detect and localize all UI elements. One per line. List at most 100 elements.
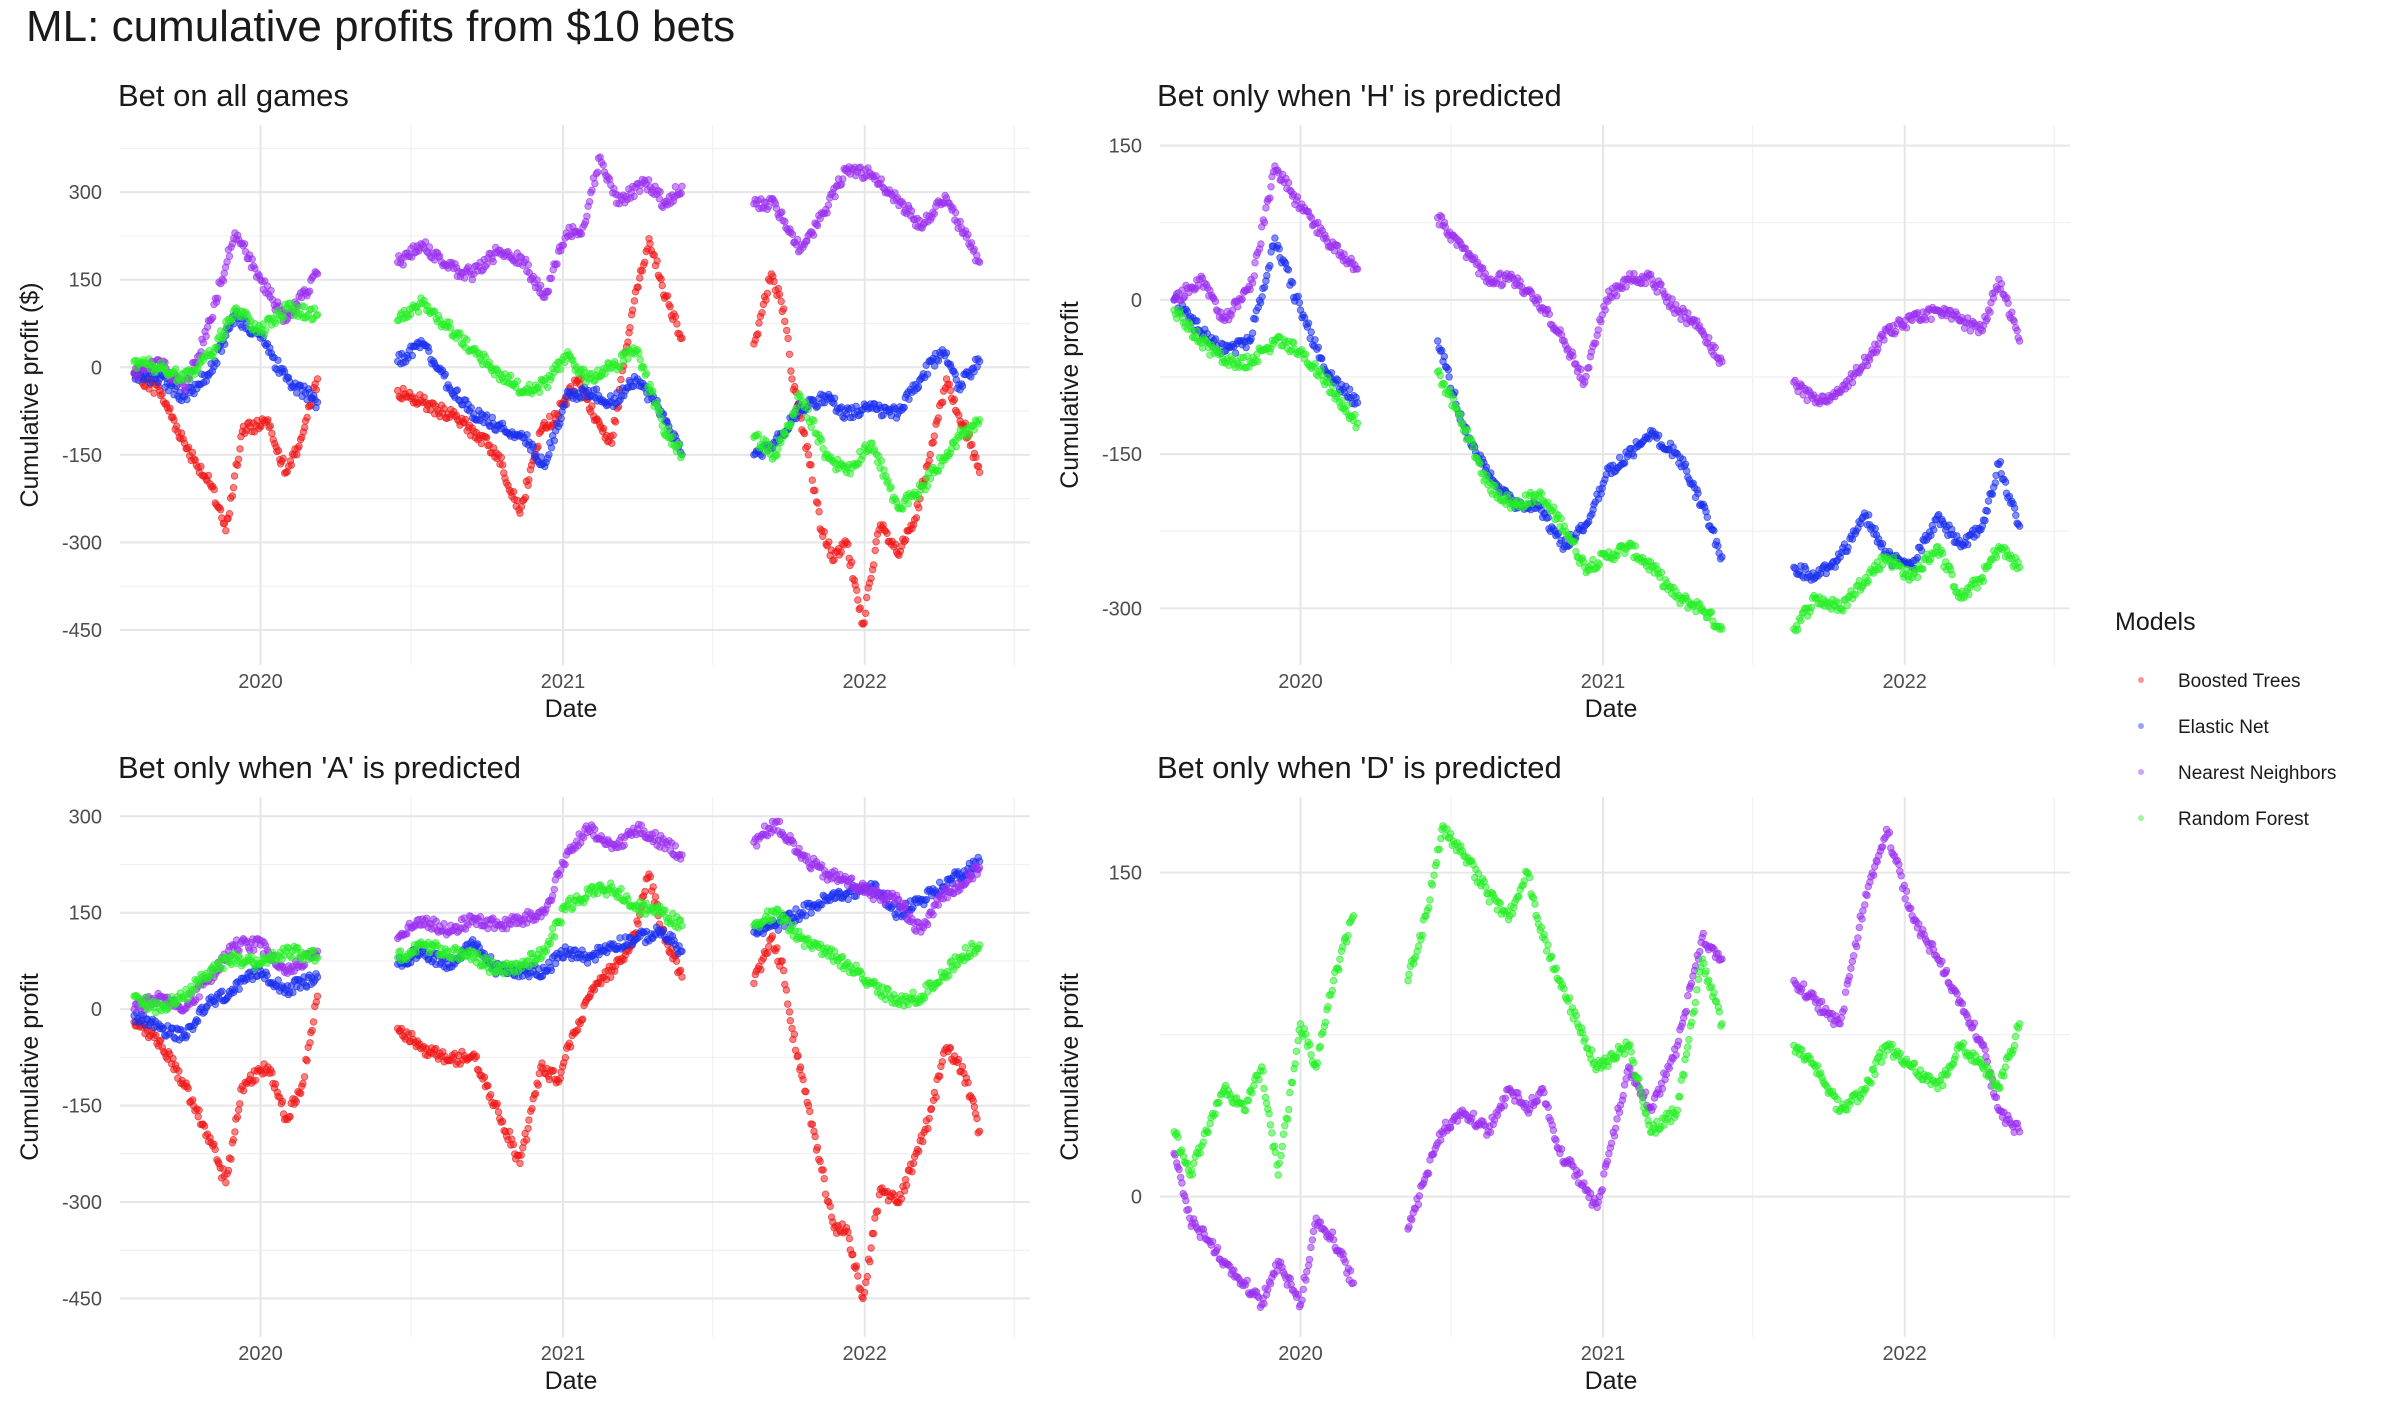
data-point [588, 402, 596, 410]
data-point [1996, 458, 2005, 466]
data-point [1440, 380, 1448, 388]
data-point [1433, 337, 1442, 345]
data-point [880, 466, 888, 474]
data-point [866, 1257, 874, 1266]
data-point [2001, 478, 2010, 486]
data-point [1710, 526, 1718, 535]
y-tick-label: -300 [62, 532, 102, 554]
data-point [498, 1117, 507, 1126]
data-point [607, 973, 615, 981]
data-point [1684, 309, 1692, 317]
data-point [279, 314, 287, 322]
data-point [477, 439, 486, 448]
data-point [787, 420, 795, 428]
data-point [1694, 489, 1702, 497]
data-point [950, 395, 959, 404]
data-point [577, 230, 586, 238]
data-point [946, 1043, 954, 1052]
data-point [1878, 540, 1887, 548]
data-point [408, 1029, 416, 1038]
data-point [1948, 570, 1956, 579]
data-point [638, 267, 646, 275]
data-point [754, 430, 762, 438]
data-point [280, 368, 289, 376]
data-point [930, 432, 938, 440]
data-point [845, 1234, 854, 1243]
data-point [313, 973, 322, 981]
data-point [1545, 310, 1553, 318]
data-point [859, 1294, 867, 1303]
data-point [1601, 306, 1609, 314]
data-point [1622, 283, 1630, 291]
data-point [525, 380, 533, 389]
data-point [1483, 471, 1491, 480]
data-point [1257, 240, 1265, 248]
data-point [1338, 397, 1346, 405]
data-point [299, 1079, 307, 1088]
data-point [848, 558, 856, 566]
data-point [287, 461, 296, 469]
data-point [228, 492, 237, 500]
y-tick-label: 150 [1109, 136, 1142, 158]
data-point [483, 260, 491, 268]
data-point [641, 887, 649, 896]
data-point [671, 313, 680, 321]
data-point [758, 309, 766, 317]
data-point [195, 1106, 203, 1114]
data-point [480, 1073, 489, 1081]
data-point [763, 949, 772, 957]
data-point [293, 451, 301, 459]
data-point [170, 416, 178, 424]
data-point [807, 423, 815, 431]
data-point [1668, 295, 1676, 303]
data-point [1919, 565, 1927, 573]
data-point [813, 221, 822, 230]
data-point [770, 277, 778, 286]
data-point [1594, 326, 1602, 334]
data-point [1317, 365, 1325, 373]
data-point [969, 1097, 977, 1105]
data-point [799, 1075, 807, 1084]
data-point [640, 363, 648, 371]
data-point [1262, 204, 1270, 212]
data-point [624, 338, 632, 346]
data-point [1707, 608, 1716, 616]
data-point [1657, 568, 1666, 577]
data-point [1654, 431, 1663, 439]
data-point [1295, 299, 1304, 307]
y-tick-label: 300 [69, 806, 102, 828]
data-point [908, 1167, 916, 1176]
data-point [1311, 336, 1319, 344]
data-point [267, 286, 275, 295]
data-point [585, 197, 594, 206]
data-point [467, 404, 475, 412]
data-point [678, 947, 686, 955]
data-point [213, 343, 221, 351]
data-point [1211, 335, 1220, 343]
data-point [145, 355, 153, 363]
data-point [1843, 601, 1851, 610]
data-point [482, 434, 491, 442]
data-point [227, 1155, 235, 1163]
data-point [975, 357, 984, 366]
data-point [1307, 328, 1315, 336]
data-point [636, 274, 644, 282]
data-point [750, 979, 758, 988]
data-point [636, 187, 644, 195]
data-point [823, 209, 831, 217]
data-point [869, 1229, 878, 1238]
data-point [1254, 357, 1262, 366]
data-point [274, 446, 283, 455]
data-point [181, 383, 190, 392]
data-point [802, 1087, 810, 1096]
data-point [213, 294, 222, 302]
data-point [513, 377, 521, 385]
data-point [224, 1166, 233, 1175]
data-point [547, 966, 556, 975]
data-point [1549, 503, 1558, 511]
data-point [557, 365, 565, 373]
data-point [497, 453, 505, 462]
data-point [871, 1214, 879, 1222]
data-point [1892, 327, 1900, 336]
series-boosted-trees [130, 235, 984, 628]
